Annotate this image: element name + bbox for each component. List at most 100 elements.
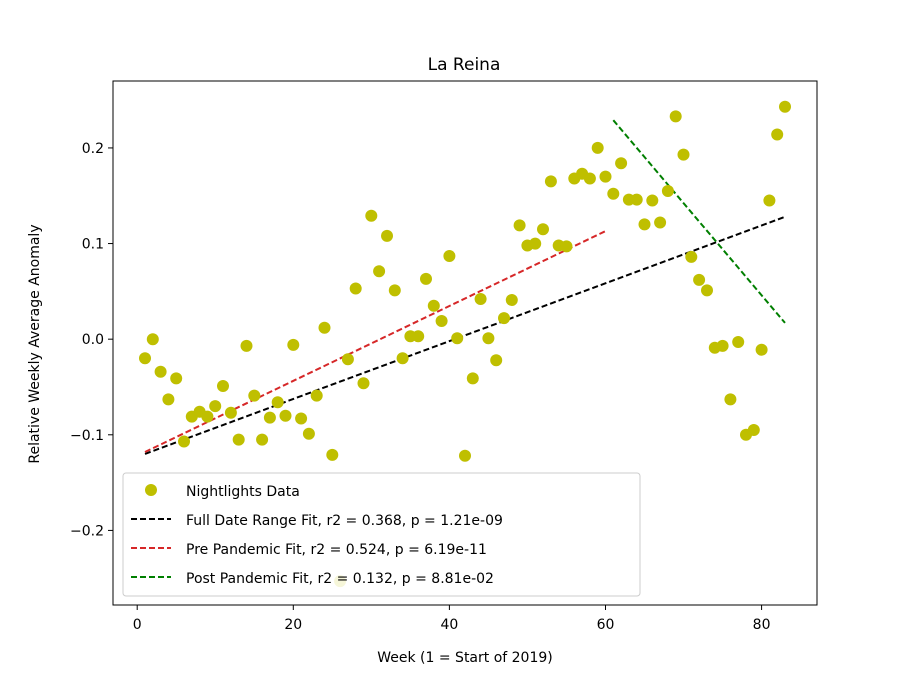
data-point bbox=[412, 330, 425, 343]
data-point bbox=[170, 372, 183, 385]
x-axis-ticks: 0 20 40 60 80 bbox=[133, 605, 771, 633]
data-point bbox=[763, 194, 776, 207]
data-point bbox=[685, 250, 698, 263]
x-tick-label: 20 bbox=[284, 617, 302, 633]
y-tick-label: 0.0 bbox=[82, 332, 104, 348]
data-point bbox=[240, 339, 253, 352]
data-point bbox=[724, 393, 737, 406]
data-point bbox=[591, 141, 604, 154]
data-point bbox=[318, 321, 331, 334]
plot-area bbox=[139, 100, 791, 588]
data-point bbox=[279, 409, 292, 422]
data-point bbox=[755, 343, 768, 356]
data-point bbox=[638, 218, 651, 231]
data-point bbox=[287, 338, 300, 351]
data-point bbox=[178, 435, 190, 448]
full-date-range-fit-line bbox=[144, 215, 786, 455]
data-point bbox=[560, 240, 573, 253]
data-point bbox=[310, 389, 323, 402]
data-point bbox=[357, 377, 370, 390]
data-point bbox=[544, 175, 557, 188]
data-point bbox=[716, 339, 729, 352]
legend-label-nightlights: Nightlights Data bbox=[186, 484, 300, 500]
data-point bbox=[747, 424, 760, 436]
x-tick-label: 40 bbox=[440, 617, 458, 633]
data-point bbox=[256, 433, 269, 446]
y-axis-ticks: −0.2 −0.1 0.0 0.1 0.2 bbox=[70, 141, 113, 539]
data-point bbox=[693, 273, 706, 286]
data-point bbox=[529, 237, 542, 250]
data-point bbox=[154, 365, 167, 378]
data-point bbox=[341, 353, 354, 366]
data-point bbox=[505, 294, 518, 306]
data-point bbox=[248, 389, 261, 402]
data-point bbox=[263, 411, 276, 424]
data-point bbox=[349, 282, 362, 295]
data-point bbox=[615, 157, 628, 170]
data-point bbox=[677, 148, 690, 161]
data-point bbox=[482, 332, 495, 345]
data-point bbox=[295, 412, 308, 425]
fit-lines bbox=[144, 119, 786, 455]
x-axis-label: Week (1 = Start of 2019) bbox=[377, 650, 553, 666]
data-point bbox=[459, 449, 471, 462]
data-point bbox=[201, 410, 214, 423]
data-point bbox=[326, 448, 339, 461]
x-tick-label: 80 bbox=[753, 617, 771, 633]
data-point bbox=[498, 312, 510, 325]
data-point bbox=[466, 372, 479, 385]
data-point bbox=[365, 209, 378, 222]
legend-marker-nightlights bbox=[145, 484, 157, 496]
data-point bbox=[443, 250, 456, 262]
data-point bbox=[490, 354, 503, 367]
data-point bbox=[373, 265, 386, 278]
legend-label-full-fit: Full Date Range Fit, r2 = 0.368, p = 1.2… bbox=[186, 513, 503, 529]
data-point bbox=[583, 172, 596, 185]
data-point bbox=[607, 187, 620, 200]
data-point bbox=[779, 100, 791, 113]
data-point bbox=[139, 352, 151, 365]
data-point bbox=[271, 396, 284, 409]
x-tick-label: 0 bbox=[133, 617, 142, 633]
y-axis-label: Relative Weekly Average Anomaly bbox=[27, 224, 43, 463]
data-point bbox=[302, 427, 315, 440]
y-tick-label: 0.1 bbox=[82, 237, 104, 253]
data-point bbox=[427, 299, 440, 312]
post-pandemic-fit-line bbox=[612, 119, 786, 324]
chart-title: La Reina bbox=[428, 55, 501, 75]
data-point bbox=[661, 185, 674, 197]
data-point bbox=[232, 433, 245, 446]
legend-label-post-fit: Post Pandemic Fit, r2 = 0.132, p = 8.81e… bbox=[186, 571, 494, 587]
data-point bbox=[162, 393, 175, 406]
data-point bbox=[451, 332, 464, 345]
data-point bbox=[771, 128, 784, 141]
data-point bbox=[224, 406, 237, 419]
legend-box bbox=[122, 472, 641, 597]
data-point bbox=[513, 219, 526, 232]
legend-label-pre-fit: Pre Pandemic Fit, r2 = 0.524, p = 6.19e-… bbox=[186, 542, 487, 558]
data-point bbox=[209, 400, 222, 413]
pre-pandemic-fit-line bbox=[144, 230, 606, 453]
data-point bbox=[396, 352, 409, 365]
scatter-points bbox=[139, 100, 791, 588]
data-point bbox=[537, 223, 549, 236]
data-point bbox=[630, 193, 643, 206]
data-point bbox=[732, 336, 745, 348]
data-point bbox=[217, 380, 229, 392]
data-point bbox=[669, 110, 682, 123]
data-point bbox=[474, 293, 487, 305]
y-tick-label: 0.2 bbox=[82, 141, 104, 157]
data-point bbox=[599, 170, 612, 183]
x-tick-label: 60 bbox=[597, 617, 615, 633]
data-point bbox=[146, 333, 159, 346]
legend: Nightlights Data Full Date Range Fit, r2… bbox=[122, 472, 641, 597]
data-point bbox=[388, 284, 401, 297]
data-point bbox=[420, 272, 432, 285]
plot-frame bbox=[112, 80, 818, 606]
data-point bbox=[646, 194, 659, 207]
y-tick-label: −0.1 bbox=[70, 428, 104, 444]
data-point bbox=[701, 284, 713, 297]
data-point bbox=[381, 229, 393, 242]
data-point bbox=[654, 216, 667, 229]
